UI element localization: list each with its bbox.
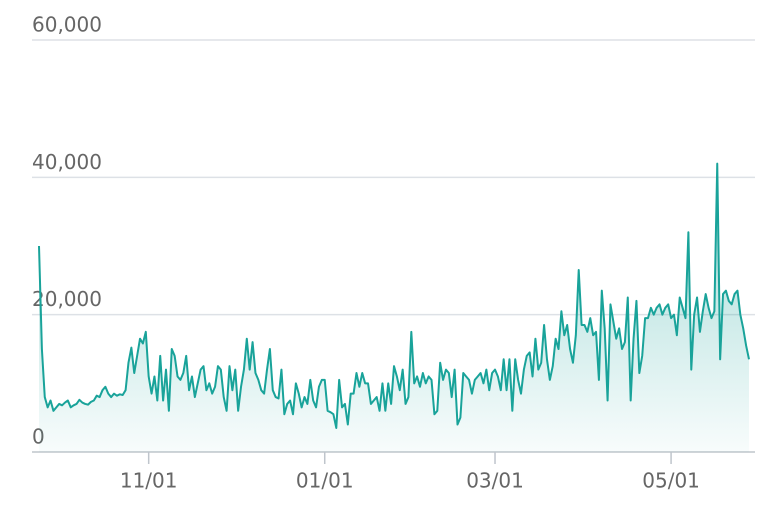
- area: [39, 163, 749, 452]
- x-tick-label: 05/01: [642, 469, 700, 493]
- line: [38, 162, 750, 429]
- y-tick-label: 20,000: [32, 287, 102, 311]
- x-tick-label: 03/01: [466, 469, 524, 493]
- y-tick-label: 60,000: [32, 13, 102, 37]
- x-tick-label: 11/01: [120, 469, 178, 493]
- y-tick-label: 40,000: [32, 150, 102, 174]
- x-tick-label: 01/01: [296, 469, 354, 493]
